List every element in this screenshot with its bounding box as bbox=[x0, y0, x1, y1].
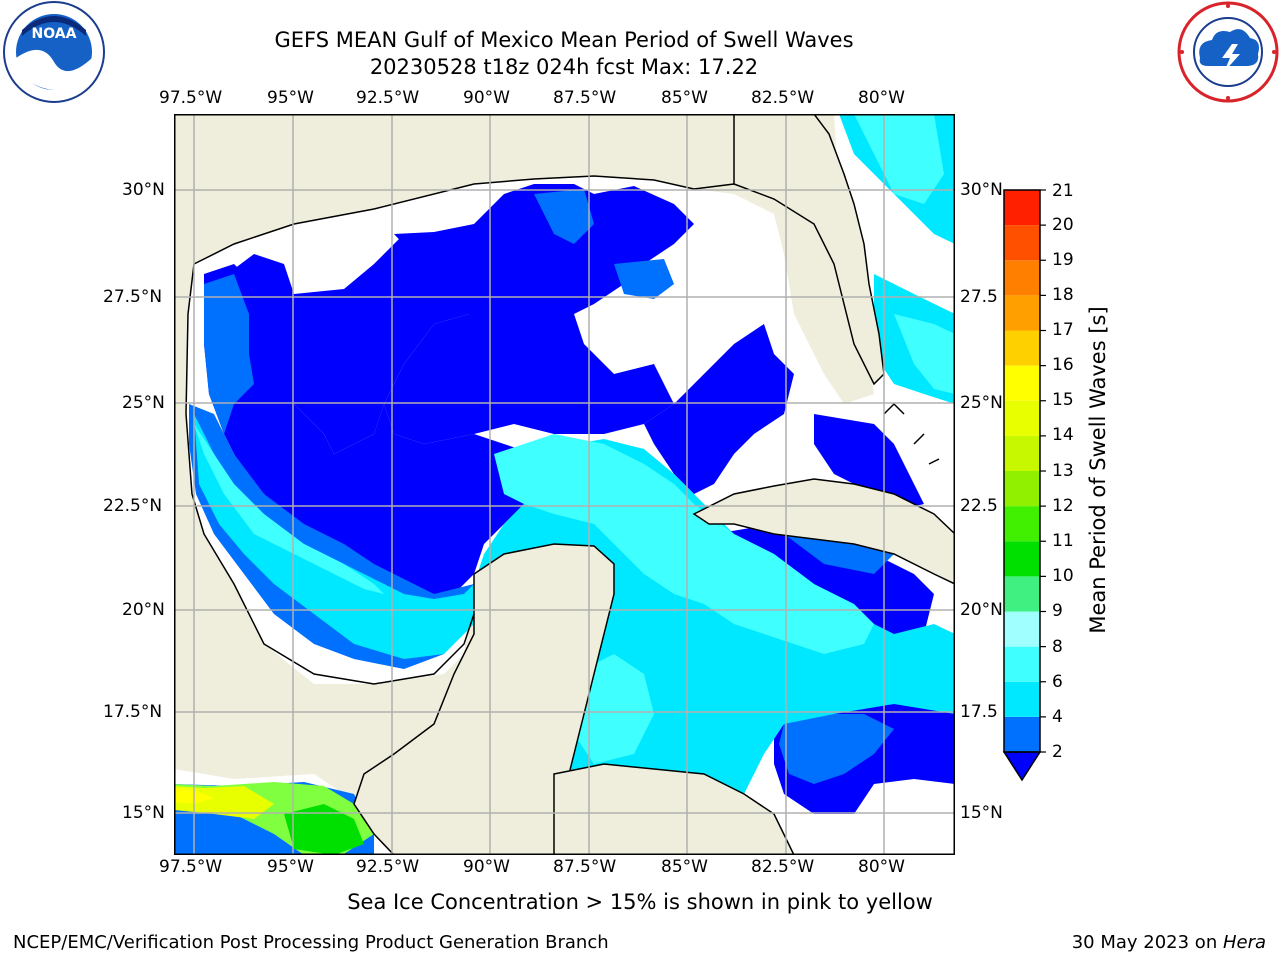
colorbar-segment bbox=[1004, 646, 1040, 682]
swell-zone-4-6s bbox=[779, 714, 894, 784]
us-gulf-coastline bbox=[193, 175, 735, 265]
lat-label-left: 22.5°N bbox=[103, 496, 163, 516]
colorbar-segment bbox=[1004, 471, 1040, 507]
lat-label-left: 20°N bbox=[122, 600, 165, 620]
lat-label-left: 15°N bbox=[122, 803, 165, 823]
colorbar-segment bbox=[1004, 295, 1040, 331]
colorbar-tick: 12 bbox=[1052, 496, 1074, 516]
swell-zone-4-6s bbox=[614, 259, 674, 299]
colorbar-tick: 13 bbox=[1052, 461, 1074, 481]
lat-label-right: 27.5 bbox=[960, 287, 998, 307]
florida-peninsula bbox=[733, 114, 885, 386]
lon-label-top: 87.5°W bbox=[553, 88, 617, 108]
colorbar-tick: 6 bbox=[1052, 672, 1063, 692]
colorbar bbox=[1002, 189, 1046, 782]
swell-zone-6-8s bbox=[194, 414, 955, 855]
lon-label-top: 90°W bbox=[463, 88, 510, 108]
colorbar-segment bbox=[1004, 716, 1040, 752]
lon-label-bottom: 90°W bbox=[463, 857, 510, 877]
nws-logo bbox=[1177, 1, 1279, 103]
colorbar-segment bbox=[1004, 541, 1040, 577]
colorbar-segment bbox=[1004, 576, 1040, 612]
footer-credit: NCEP/EMC/Verification Post Processing Pr… bbox=[13, 932, 609, 953]
swell-zone-8-9s bbox=[894, 314, 955, 394]
colorbar-tick: 16 bbox=[1052, 355, 1074, 375]
lat-label-right: 17.5 bbox=[960, 702, 998, 722]
colorbar-tick: 19 bbox=[1052, 250, 1074, 270]
swell-zone-2-4s bbox=[214, 234, 474, 454]
lon-label-top: 95°W bbox=[267, 88, 314, 108]
lon-label-top: 97.5°W bbox=[159, 88, 223, 108]
swell-zone-2-4s bbox=[644, 324, 794, 494]
lat-label-right: 20°N bbox=[960, 600, 1003, 620]
swell-zone-4-6s bbox=[204, 274, 254, 434]
colorbar-segment bbox=[1004, 225, 1040, 261]
colorbar-tick: 2 bbox=[1052, 742, 1063, 762]
gulf-of-mexico-map bbox=[174, 114, 955, 855]
colorbar-tick: 17 bbox=[1052, 320, 1074, 340]
footer-date: 30 May 2023 on Hera bbox=[1072, 932, 1266, 953]
colorbar-tick: 4 bbox=[1052, 707, 1063, 727]
swell-zone-8-9s bbox=[854, 114, 944, 204]
lon-label-bottom: 82.5°W bbox=[751, 857, 815, 877]
colorbar-tick: 15 bbox=[1052, 390, 1074, 410]
footer-machine: Hera bbox=[1222, 932, 1266, 953]
map-subtitle: 20230528 t18z 024h fcst Max: 17.22 bbox=[369, 55, 759, 79]
colorbar-segment bbox=[1004, 506, 1040, 542]
colorbar-tick: 10 bbox=[1052, 566, 1074, 586]
lat-label-right: 15°N bbox=[960, 803, 1003, 823]
swell-zone-4-6s bbox=[534, 189, 594, 244]
colorbar-tick: 20 bbox=[1052, 215, 1074, 235]
noaa-logo-text: NOAA bbox=[32, 26, 77, 42]
colorbar-segment bbox=[1004, 400, 1040, 436]
lat-label-left: 30°N bbox=[122, 180, 165, 200]
colorbar-tick: 8 bbox=[1052, 637, 1063, 657]
central-america bbox=[553, 763, 795, 855]
lat-label-right: 22.5 bbox=[960, 496, 998, 516]
lat-label-left: 27.5°N bbox=[103, 287, 163, 307]
sea-ice-footnote: Sea Ice Concentration > 15% is shown in … bbox=[347, 890, 933, 914]
lat-label-right: 25°N bbox=[960, 393, 1003, 413]
swell-zone-2-4s bbox=[384, 184, 694, 444]
swell-zone-8-9s bbox=[574, 654, 654, 764]
lon-label-bottom: 85°W bbox=[661, 857, 708, 877]
lon-label-bottom: 97.5°W bbox=[159, 857, 223, 877]
mexico-coastline bbox=[185, 263, 475, 685]
colorbar-segment bbox=[1004, 260, 1040, 296]
swell-zone-2-4s bbox=[814, 414, 924, 509]
graticule bbox=[174, 114, 955, 855]
lon-label-bottom: 80°W bbox=[858, 857, 905, 877]
bahamas-islands bbox=[883, 402, 940, 465]
lon-label-top: 80°W bbox=[858, 88, 905, 108]
colorbar-tick: 18 bbox=[1052, 285, 1074, 305]
colorbar-extend-arrow bbox=[1002, 751, 1042, 782]
colorbar-segment bbox=[1004, 365, 1040, 401]
map-frame bbox=[174, 114, 955, 855]
lon-label-top: 92.5°W bbox=[356, 88, 420, 108]
colorbar-segment bbox=[1004, 611, 1040, 647]
colorbar-segment bbox=[1004, 435, 1040, 471]
lon-label-top: 82.5°W bbox=[751, 88, 815, 108]
colorbar-label: Mean Period of Swell Waves [s] bbox=[1086, 306, 1110, 634]
map-canvas bbox=[174, 114, 955, 855]
lon-label-bottom: 92.5°W bbox=[356, 857, 420, 877]
colorbar-tick: 21 bbox=[1052, 181, 1074, 201]
colorbar-segment bbox=[1004, 681, 1040, 717]
colorbar-tick: 14 bbox=[1052, 425, 1074, 445]
colorbar-segment bbox=[1004, 190, 1040, 226]
map-title: GEFS MEAN Gulf of Mexico Mean Period of … bbox=[274, 28, 854, 52]
colorbar-tick: 9 bbox=[1052, 601, 1063, 621]
footer-date-text: 30 May 2023 on bbox=[1071, 932, 1223, 953]
lat-label-left: 17.5°N bbox=[103, 702, 163, 722]
lon-label-bottom: 95°W bbox=[267, 857, 314, 877]
colorbar-segment bbox=[1004, 330, 1040, 366]
lon-label-bottom: 87.5°W bbox=[553, 857, 617, 877]
lon-label-top: 85°W bbox=[661, 88, 708, 108]
lat-label-left: 25°N bbox=[122, 393, 165, 413]
swell-zone-pacific-high bbox=[284, 804, 364, 855]
noaa-logo: NOAA bbox=[3, 1, 105, 103]
lat-label-right: 30°N bbox=[960, 180, 1003, 200]
colorbar-tick: 11 bbox=[1052, 531, 1074, 551]
